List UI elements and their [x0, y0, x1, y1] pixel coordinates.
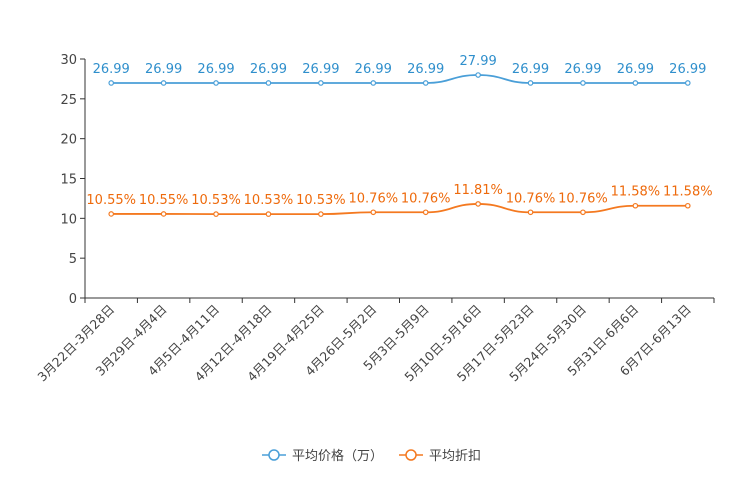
axes: 0510152025303月22日-3月28日3月29日-4月4日4月5日-4月…: [34, 53, 715, 384]
data-point: [632, 80, 639, 86]
data-label: 26.99: [512, 62, 549, 77]
data-point: [213, 211, 219, 217]
data-label: 26.99: [302, 62, 339, 77]
data-label: 26.99: [355, 62, 392, 77]
data-point: [370, 209, 377, 216]
data-point: [422, 80, 429, 86]
data-point: [265, 80, 272, 86]
legend-label-1[interactable]: 平均折扣: [429, 449, 481, 464]
legend-marker-1: [405, 449, 417, 461]
y-tick-label: 10: [60, 212, 77, 227]
data-label: 11.58%: [611, 185, 661, 200]
data-point: [108, 80, 115, 86]
data-label: 10.53%: [296, 193, 346, 208]
legend-label-0[interactable]: 平均价格（万）: [292, 448, 383, 464]
data-point: [527, 209, 534, 216]
data-label: 10.53%: [191, 193, 241, 208]
data-point: [527, 80, 534, 86]
data-point: [422, 209, 429, 216]
y-tick-label: 5: [69, 252, 77, 267]
data-point: [213, 80, 219, 86]
y-tick-label: 15: [60, 173, 77, 188]
data-point: [475, 72, 481, 78]
data-point: [318, 80, 324, 86]
data-label: 27.99: [460, 54, 497, 69]
y-tick-label: 30: [60, 53, 77, 68]
legend[interactable]: 平均价格（万） 平均折扣: [262, 448, 481, 464]
data-label: 10.53%: [244, 193, 294, 208]
data-point: [160, 211, 167, 217]
data-label: 26.99: [564, 62, 601, 77]
series-group: 26.99 26.99 26.99 26.99 26.99 26.99 26.99 27.99…: [86, 54, 713, 217]
data-point: [580, 80, 586, 86]
data-point: [108, 211, 115, 217]
data-point: [684, 202, 691, 209]
data-label: 26.99: [197, 62, 234, 77]
data-label: 26.99: [145, 62, 182, 77]
data-point: [370, 80, 377, 86]
data-label: 11.58%: [663, 185, 713, 200]
data-label: 10.76%: [349, 191, 399, 206]
legend-marker-0: [268, 449, 280, 461]
data-point: [684, 80, 691, 86]
y-tick-label: 0: [69, 292, 77, 307]
data-label: 26.99: [250, 62, 287, 77]
data-point: [265, 211, 272, 217]
data-label: 26.99: [617, 62, 654, 77]
data-label: 10.76%: [506, 191, 556, 206]
data-label: 26.99: [93, 62, 130, 77]
data-label: 10.55%: [139, 193, 189, 208]
data-label: 11.81%: [453, 183, 503, 198]
y-tick-label: 25: [60, 93, 77, 108]
data-point: [632, 202, 639, 209]
data-point: [580, 209, 586, 216]
data-label: 10.55%: [86, 193, 136, 208]
data-point: [318, 211, 324, 217]
data-label: 26.99: [407, 62, 444, 77]
series-line-1: [111, 203, 688, 216]
data-label: 26.99: [669, 62, 706, 77]
data-point: [475, 201, 481, 207]
data-label: 10.76%: [401, 191, 451, 206]
series-line-0: [111, 74, 688, 84]
data-point: [160, 80, 167, 86]
data-label: 10.76%: [558, 191, 608, 206]
y-tick-label: 20: [60, 133, 77, 148]
